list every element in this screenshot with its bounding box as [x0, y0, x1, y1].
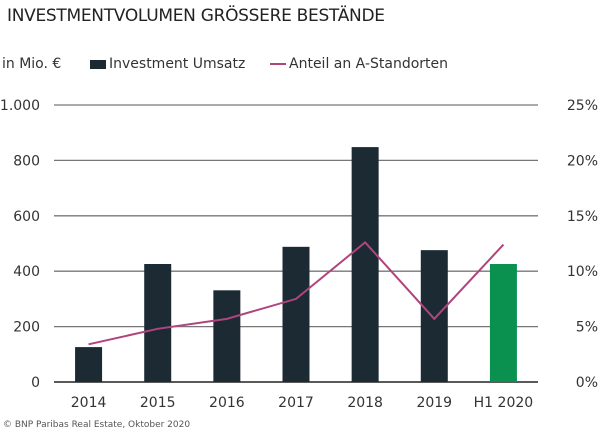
y-tick-label: 600 [13, 209, 40, 225]
y2-tick-label: 15% [567, 209, 598, 225]
bar [213, 290, 241, 382]
bar [420, 250, 448, 382]
x-tick-label: 2019 [416, 395, 452, 411]
bar [489, 263, 517, 382]
y2-tick-label: 0% [576, 375, 598, 391]
legend-item-line: Anteil an A-Standorten [270, 56, 448, 72]
y-tick-label: 0 [31, 375, 40, 391]
bar [144, 263, 172, 382]
y-tick-label: 200 [13, 320, 40, 336]
x-tick-label: 2017 [278, 395, 314, 411]
bar [282, 246, 310, 382]
source-note: © BNP Paribas Real Estate, Oktober 2020 [3, 420, 191, 430]
x-tick-label: 2016 [209, 395, 245, 411]
bar [351, 147, 379, 382]
legend-label: Investment Umsatz [109, 56, 246, 72]
legend-label: Anteil an A-Standorten [289, 56, 449, 72]
y2-tick-label: 5% [576, 320, 598, 336]
y-tick-label: 400 [13, 264, 40, 280]
x-tick-label: 2015 [140, 395, 176, 411]
y2-tick-label: 20% [567, 153, 598, 169]
legend-item-bar: Investment Umsatz [90, 56, 245, 72]
y-tick-label: 1.000 [0, 98, 40, 114]
y-tick-label: 800 [13, 153, 40, 169]
chart-title: INVESTMENTVOLUMEN GRÖSSERE BESTÄNDE [7, 6, 385, 26]
x-tick-label: 2014 [71, 395, 107, 411]
x-tick-label: H1 2020 [474, 395, 534, 411]
x-tick-label: 2018 [347, 395, 383, 411]
y2-tick-label: 25% [567, 98, 598, 114]
bar [75, 347, 103, 382]
y2-tick-label: 10% [567, 264, 598, 280]
y-axis-unit-label: in Mio. € [2, 56, 62, 72]
legend-bar-swatch [90, 59, 106, 69]
legend-line-swatch [270, 63, 286, 65]
